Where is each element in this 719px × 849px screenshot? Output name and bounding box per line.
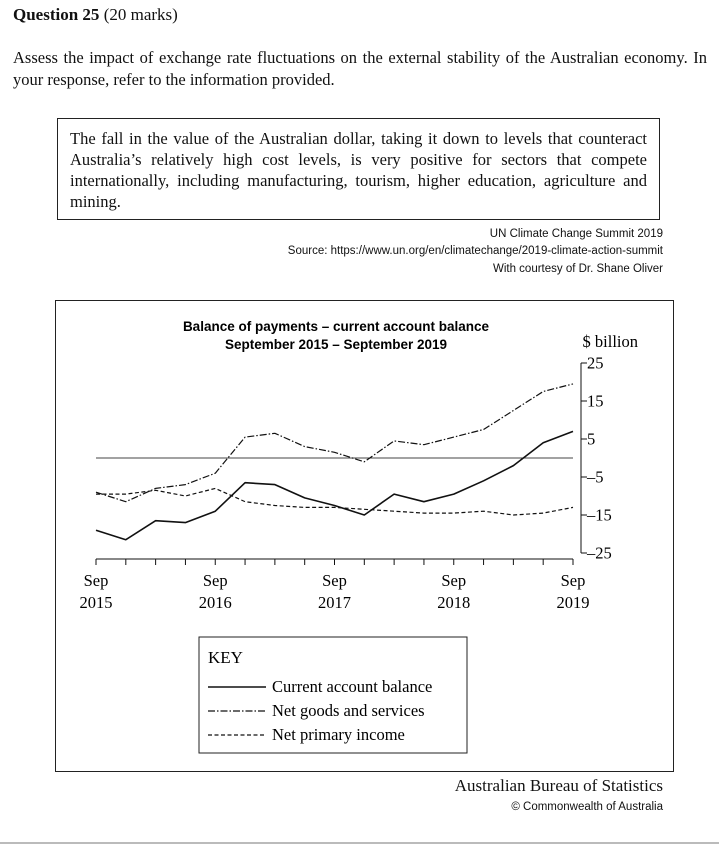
- legend-title: KEY: [208, 648, 243, 667]
- y-axis-label: $ billion: [583, 332, 638, 351]
- legend-label-net-primary: Net primary income: [272, 725, 405, 744]
- series-line-0: [95, 430, 574, 541]
- x-tick-label-year-2: 2017: [318, 593, 351, 612]
- y-tick-label-2: 5: [587, 430, 595, 449]
- chart-copyright: © Commonwealth of Australia: [511, 801, 663, 813]
- series-line-2: [96, 487, 574, 516]
- x-tick-label-year-3: 2018: [437, 593, 470, 612]
- chart-frame: Balance of payments – current account ba…: [55, 300, 674, 772]
- y-tick-label-0: 25: [587, 354, 604, 373]
- quote-text: The fall in the value of the Australian …: [70, 129, 647, 211]
- question-marks: (20 marks): [103, 5, 178, 24]
- question-number: Question 25: [13, 5, 100, 24]
- legend-box: [198, 636, 468, 754]
- y-tick-label-3: –5: [586, 468, 604, 487]
- plot-area: [95, 383, 574, 541]
- legend: KEY Current account balance Net goods an…: [198, 636, 468, 754]
- quote-source-line2: Source: https://www.un.org/en/climatecha…: [287, 245, 663, 257]
- balance-of-payments-chart: Balance of payments – current account ba…: [80, 319, 638, 754]
- x-tick-label-month-1: Sep: [203, 571, 228, 590]
- x-tick-label-year-0: 2015: [80, 593, 113, 612]
- y-tick-label-4: –15: [586, 506, 612, 525]
- x-tick-label-year-1: 2016: [199, 593, 232, 612]
- quote-source-line1: UN Climate Change Summit 2019: [489, 228, 663, 240]
- legend-label-current-account: Current account balance: [272, 677, 432, 696]
- x-tick-label-month-2: Sep: [322, 571, 347, 590]
- x-tick-label-month-0: Sep: [84, 571, 109, 590]
- quote-box: The fall in the value of the Australian …: [57, 118, 660, 220]
- x-tick-label-year-4: 2019: [557, 593, 590, 612]
- x-tick-label-month-4: Sep: [561, 571, 586, 590]
- axes: Sep 2015 Sep 2016 Sep 2017 Sep 2018 Sep 2019 25 15 5…: [80, 354, 612, 613]
- question-prompt: Assess the impact of exchange rate fluct…: [13, 48, 707, 89]
- quote-source-line3: With courtesy of Dr. Shane Oliver: [492, 263, 663, 275]
- x-tick-label-month-3: Sep: [441, 571, 466, 590]
- chart-publisher: Australian Bureau of Statistics: [454, 776, 663, 795]
- y-tick-label-1: 15: [587, 392, 604, 411]
- legend-label-net-goods: Net goods and services: [272, 701, 425, 720]
- chart-subtitle: September 2015 – September 2019: [225, 337, 447, 352]
- page-divider: [0, 842, 719, 844]
- y-tick-label-5: –25: [586, 544, 612, 563]
- chart-title: Balance of payments – current account ba…: [183, 319, 490, 334]
- series-line-1: [95, 383, 574, 503]
- question-header: Question 25 (20 marks): [13, 5, 178, 25]
